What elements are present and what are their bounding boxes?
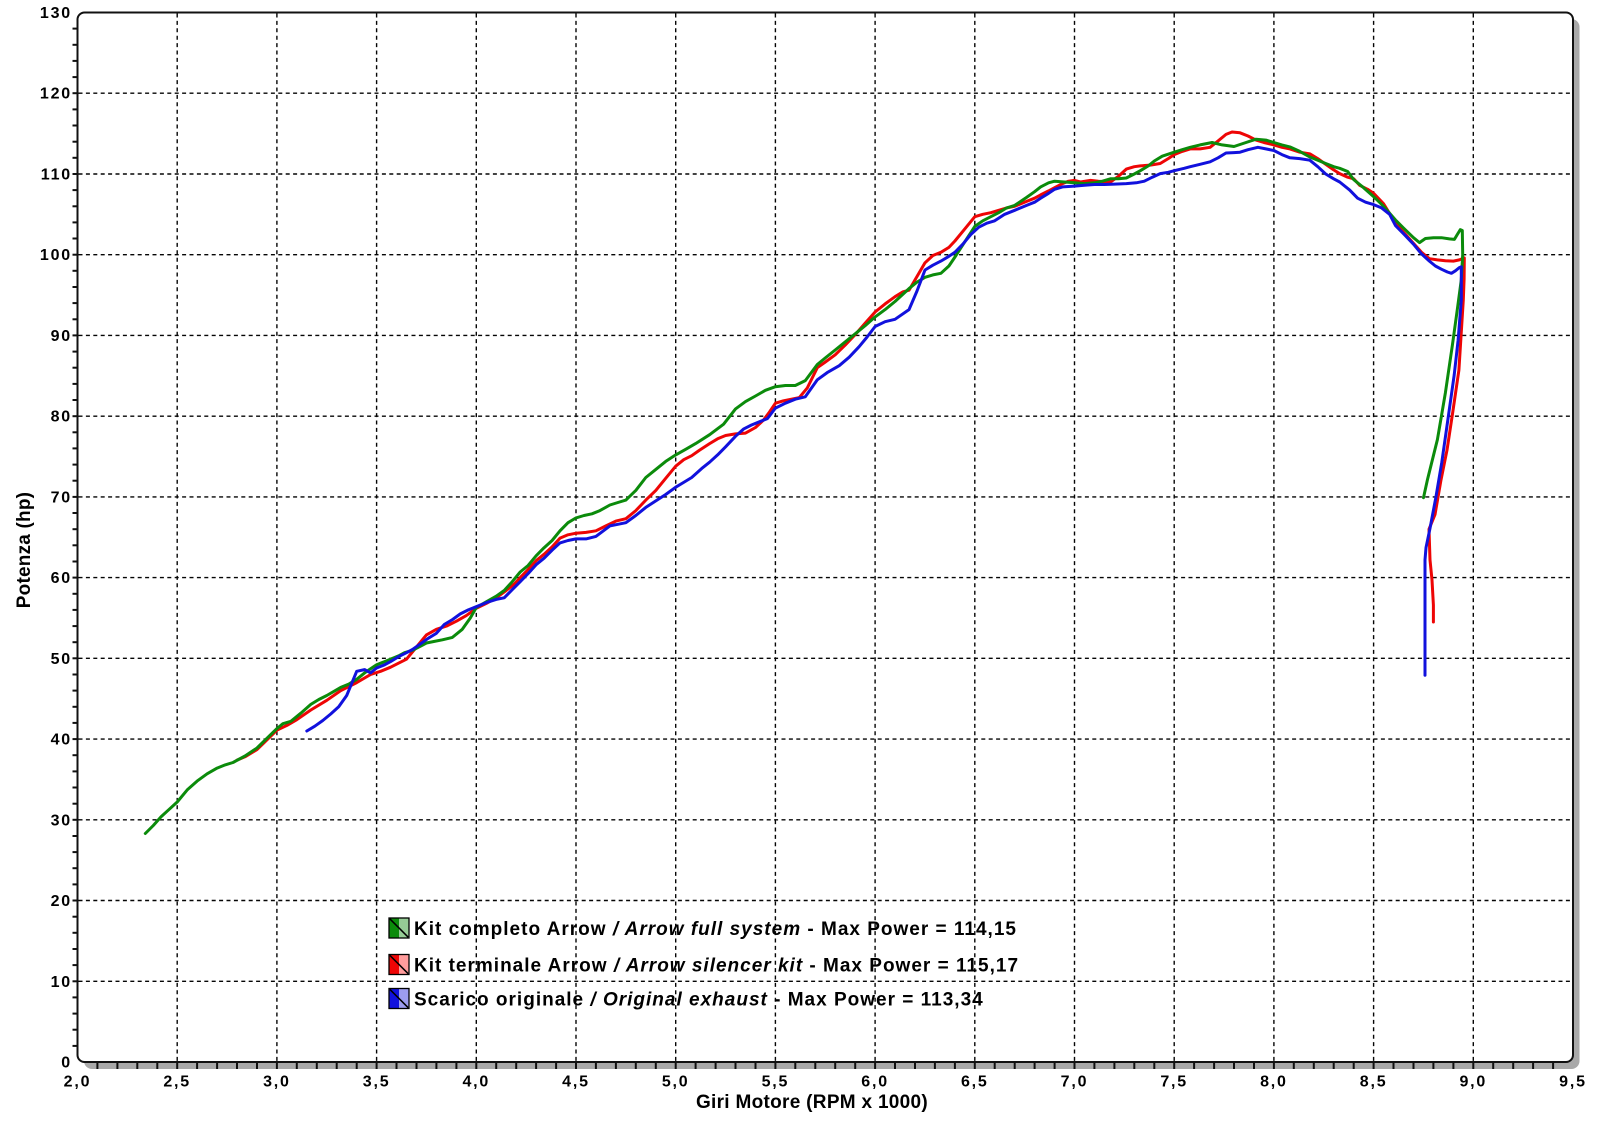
svg-text:10: 10 [51,974,72,991]
svg-text:8,5: 8,5 [1360,1074,1388,1091]
svg-text:80: 80 [51,409,72,426]
svg-text:50: 50 [51,651,72,668]
svg-text:Potenza (hp): Potenza (hp) [14,492,35,608]
svg-text:8,0: 8,0 [1260,1074,1288,1091]
svg-text:6,5: 6,5 [961,1074,989,1091]
svg-text:4,5: 4,5 [562,1074,590,1091]
svg-text:Kit terminale Arrow / Arrow si: Kit terminale Arrow / Arrow silencer kit… [414,956,1019,977]
svg-text:40: 40 [51,732,72,749]
svg-text:30: 30 [51,812,72,829]
svg-text:120: 120 [40,86,72,103]
svg-text:6,0: 6,0 [861,1074,889,1091]
svg-text:Giri Motore (RPM x 1000): Giri Motore (RPM x 1000) [696,1092,928,1113]
svg-text:7,5: 7,5 [1160,1074,1188,1091]
svg-text:4,0: 4,0 [462,1074,490,1091]
svg-text:100: 100 [40,247,72,264]
svg-text:3,5: 3,5 [363,1074,391,1091]
svg-text:Scarico originale / Original e: Scarico originale / Original exhaust - M… [414,990,984,1011]
svg-text:3,0: 3,0 [263,1074,291,1091]
svg-text:9,5: 9,5 [1559,1074,1587,1091]
svg-text:70: 70 [51,489,72,506]
svg-text:2,5: 2,5 [163,1074,191,1091]
svg-text:7,0: 7,0 [1061,1074,1089,1091]
svg-text:Kit completo Arrow / Arrow ful: Kit completo Arrow / Arrow full system -… [414,919,1017,940]
svg-text:130: 130 [40,5,72,22]
svg-text:90: 90 [51,328,72,345]
svg-text:60: 60 [51,570,72,587]
svg-text:9,0: 9,0 [1459,1074,1487,1091]
svg-text:110: 110 [41,167,72,184]
svg-text:0: 0 [61,1055,72,1072]
svg-text:5,5: 5,5 [762,1074,790,1091]
svg-text:20: 20 [51,893,72,910]
svg-text:5,0: 5,0 [662,1074,690,1091]
svg-text:2,0: 2,0 [64,1074,92,1091]
